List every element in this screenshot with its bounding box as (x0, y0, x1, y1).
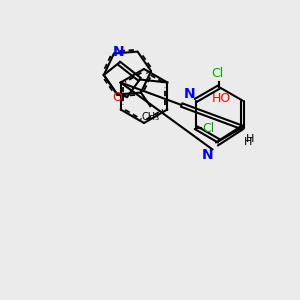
Text: O: O (112, 91, 122, 104)
Text: Cl: Cl (202, 122, 214, 136)
Text: HO: HO (212, 92, 231, 106)
Text: N: N (202, 148, 213, 162)
Text: H: H (245, 134, 254, 144)
Text: Cl: Cl (212, 68, 224, 80)
Text: N: N (113, 45, 124, 59)
Text: CH₃: CH₃ (141, 112, 159, 122)
Text: H: H (244, 137, 252, 147)
Text: N: N (184, 87, 196, 101)
